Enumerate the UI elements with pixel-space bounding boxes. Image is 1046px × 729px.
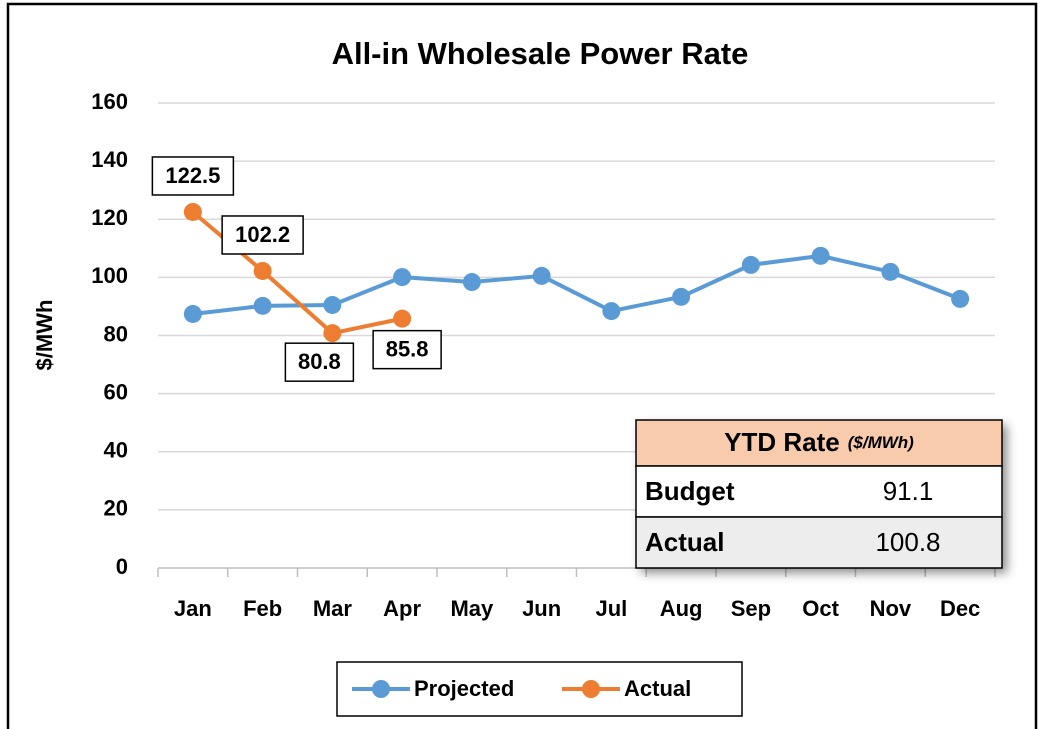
- series-line: [192, 253, 961, 316]
- data-point: [393, 309, 412, 328]
- table-title-text: YTD Rate: [724, 427, 840, 457]
- y-tick-label: 100: [91, 263, 128, 288]
- table-row: [635, 465, 1003, 518]
- data-point: [951, 289, 970, 308]
- data-point: [602, 302, 621, 321]
- data-point: [393, 268, 412, 287]
- x-tick-label: Jan: [174, 596, 212, 621]
- x-tick-label: Apr: [383, 596, 421, 621]
- table-unit: ($/MWh): [848, 433, 914, 452]
- x-tick-label: Feb: [243, 596, 282, 621]
- y-tick-label: 20: [104, 496, 128, 521]
- data-label-box: [284, 342, 355, 382]
- data-point: [741, 255, 760, 274]
- data-point: [183, 304, 202, 323]
- table-header: [635, 419, 1003, 467]
- x-tick-label: Nov: [870, 596, 912, 621]
- table-row-label: Budget: [645, 476, 735, 506]
- y-tick-label: 140: [91, 147, 128, 172]
- data-label-box: [151, 156, 235, 196]
- data-point: [881, 262, 900, 281]
- x-tick-label: Dec: [940, 596, 980, 621]
- legend-label: Actual: [624, 676, 691, 701]
- y-tick-label: 80: [104, 321, 128, 346]
- legend-marker: [372, 680, 390, 698]
- data-point: [253, 261, 272, 280]
- table-row-label: Actual: [645, 527, 724, 557]
- x-tick-label: Oct: [802, 596, 839, 621]
- x-tick-label: Mar: [313, 596, 353, 621]
- data-point: [462, 273, 481, 292]
- y-tick-label: 120: [91, 205, 128, 230]
- legend-marker: [582, 680, 600, 698]
- data-point: [672, 287, 691, 306]
- x-tick-label: May: [450, 596, 494, 621]
- table-row-value: 91.1: [883, 476, 934, 506]
- chart-title: All-in Wholesale Power Rate: [332, 36, 749, 71]
- y-axis-label: $/MWh: [32, 300, 57, 371]
- x-tick-label: Aug: [660, 596, 703, 621]
- data-label: 102.2: [235, 222, 290, 247]
- data-label-box: [372, 329, 442, 370]
- x-tick-label: Jul: [595, 596, 627, 621]
- data-point: [253, 296, 272, 315]
- data-point: [811, 246, 830, 265]
- data-point: [532, 266, 551, 285]
- y-tick-label: 40: [104, 438, 128, 463]
- chart-border: [6, 2, 1038, 729]
- data-label: 80.8: [298, 349, 341, 374]
- data-label: 85.8: [386, 336, 429, 361]
- y-tick-label: 60: [104, 379, 128, 404]
- x-tick-label: Sep: [731, 596, 771, 621]
- data-label-box: [221, 215, 304, 255]
- x-tick-label: Jun: [522, 596, 561, 621]
- data-point: [323, 295, 342, 314]
- table-row: [635, 516, 1003, 569]
- data-label: 122.5: [165, 163, 220, 188]
- legend-label: Projected: [414, 676, 514, 701]
- y-tick-label: 0: [116, 554, 128, 579]
- data-point: [183, 202, 202, 221]
- table-title: YTD Rate ($/MWh): [724, 427, 914, 457]
- data-point: [323, 324, 342, 343]
- table-row-value: 100.8: [875, 527, 940, 557]
- y-tick-label: 160: [91, 89, 128, 114]
